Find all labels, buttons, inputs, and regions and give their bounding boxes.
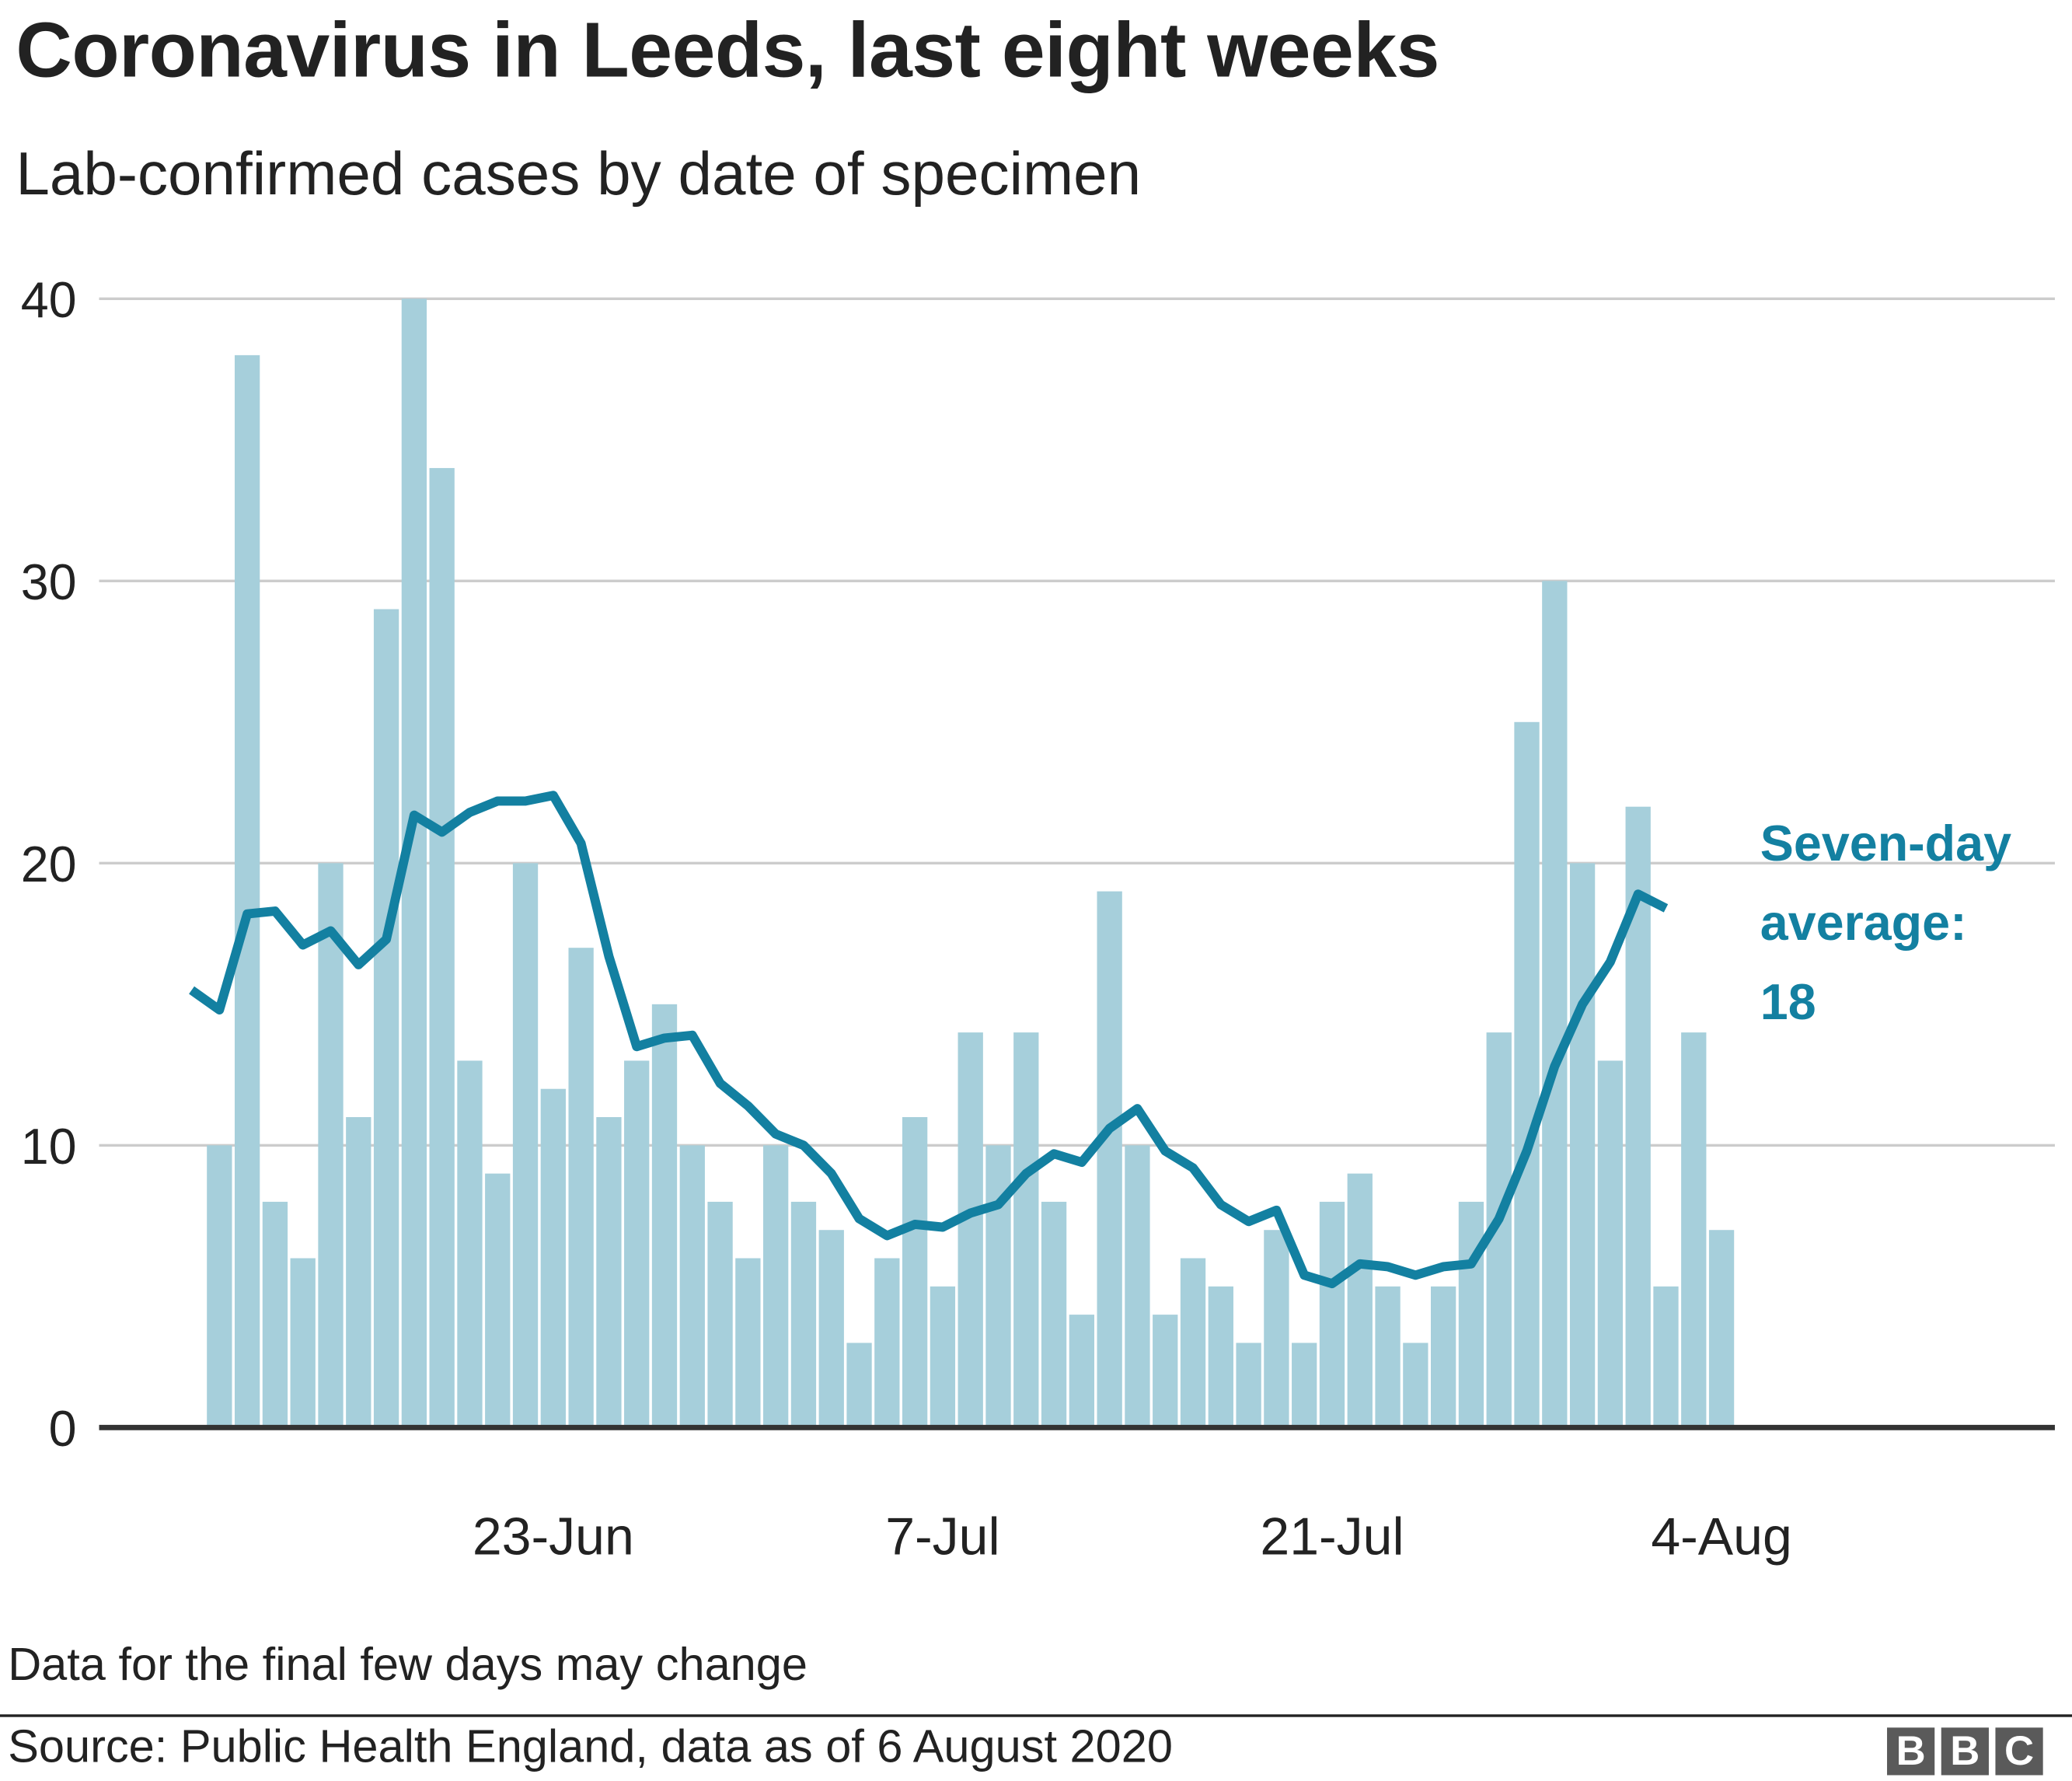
bar [1264, 1230, 1289, 1428]
bar [234, 354, 260, 1428]
y-tick-label: 20 [21, 836, 77, 892]
bar [1403, 1343, 1428, 1428]
bar [262, 1201, 288, 1428]
bar [735, 1258, 761, 1428]
bar [1292, 1343, 1317, 1428]
bar [485, 1173, 511, 1428]
bar [1069, 1315, 1095, 1428]
bar [1097, 891, 1122, 1428]
bar [1514, 721, 1540, 1428]
chart-subtitle: Lab-confirmed cases by date of specimen [16, 138, 1142, 208]
bar [930, 1286, 956, 1428]
bar [1681, 1032, 1707, 1428]
bar [540, 1088, 566, 1428]
y-tick-label: 40 [21, 272, 77, 328]
bar [1041, 1201, 1067, 1428]
bar [1430, 1286, 1456, 1428]
bar [512, 863, 539, 1428]
bar [1375, 1286, 1401, 1428]
bar [1319, 1201, 1345, 1428]
bbc-logo: B B C [1887, 1727, 2043, 1776]
bar [902, 1117, 928, 1428]
bar [1542, 581, 1568, 1428]
bar [568, 948, 594, 1428]
bar [624, 1060, 650, 1428]
line-series [189, 791, 1669, 1289]
bar [707, 1201, 733, 1428]
bar [1180, 1258, 1206, 1428]
bar [457, 1060, 483, 1428]
y-axis-labels: 0 10 20 30 40 [21, 272, 77, 1457]
source-text: Source: Public Health England, data as o… [8, 1720, 1173, 1773]
bar [1153, 1315, 1178, 1428]
logo-letter-1: B [1887, 1727, 1935, 1776]
footnote: Data for the final few days may change [8, 1639, 808, 1691]
x-tick-label: 7-Jul [885, 1507, 999, 1566]
bar [958, 1032, 983, 1428]
bar [1013, 1032, 1039, 1428]
bar [985, 1145, 1011, 1428]
bar [429, 468, 455, 1428]
bar [1125, 1145, 1150, 1428]
bar [1597, 1060, 1624, 1428]
bar [818, 1230, 844, 1428]
source-divider [0, 1714, 2072, 1717]
annotation-line: average: [1760, 895, 1967, 951]
x-axis-labels: 23-Jun 7-Jul 21-Jul 4-Aug [473, 1507, 1792, 1566]
bar [596, 1117, 622, 1428]
chart-title: Coronavirus in Leeds, last eight weeks [16, 6, 1439, 94]
bar [763, 1145, 789, 1428]
bar [846, 1343, 872, 1428]
bar [373, 609, 399, 1428]
average-annotation: Seven-day average: 18 [1760, 815, 2011, 1030]
bar [651, 1004, 678, 1428]
bar [1653, 1286, 1679, 1428]
bar [1458, 1201, 1484, 1428]
logo-letter-2: B [1941, 1727, 1989, 1776]
bar [346, 1117, 371, 1428]
y-tick-label: 30 [21, 554, 77, 610]
bar [874, 1258, 900, 1428]
chart-plot: 0 10 20 30 40 23-Jun 7-Jul 21-Jul 4-Aug Seven-d… [21, 272, 2055, 1566]
x-tick-label: 21-Jul [1260, 1507, 1404, 1566]
bar [318, 863, 344, 1428]
bar [1347, 1173, 1373, 1428]
bar [1208, 1286, 1233, 1428]
y-tick-label: 10 [21, 1119, 77, 1175]
seven-day-average-line [189, 791, 1669, 1289]
annotation-line: Seven-day [1760, 815, 2011, 871]
bar [1569, 863, 1596, 1428]
bar [1708, 1230, 1735, 1428]
bar [207, 1145, 232, 1428]
bar [679, 1145, 705, 1428]
y-tick-label: 0 [49, 1401, 77, 1457]
x-tick-label: 23-Jun [473, 1507, 634, 1566]
x-tick-label: 4-Aug [1651, 1507, 1791, 1566]
bar [790, 1201, 817, 1428]
logo-letter-3: C [1995, 1727, 2043, 1776]
bar [1236, 1343, 1261, 1428]
bar [290, 1258, 316, 1428]
annotation-line: 18 [1760, 974, 1816, 1030]
